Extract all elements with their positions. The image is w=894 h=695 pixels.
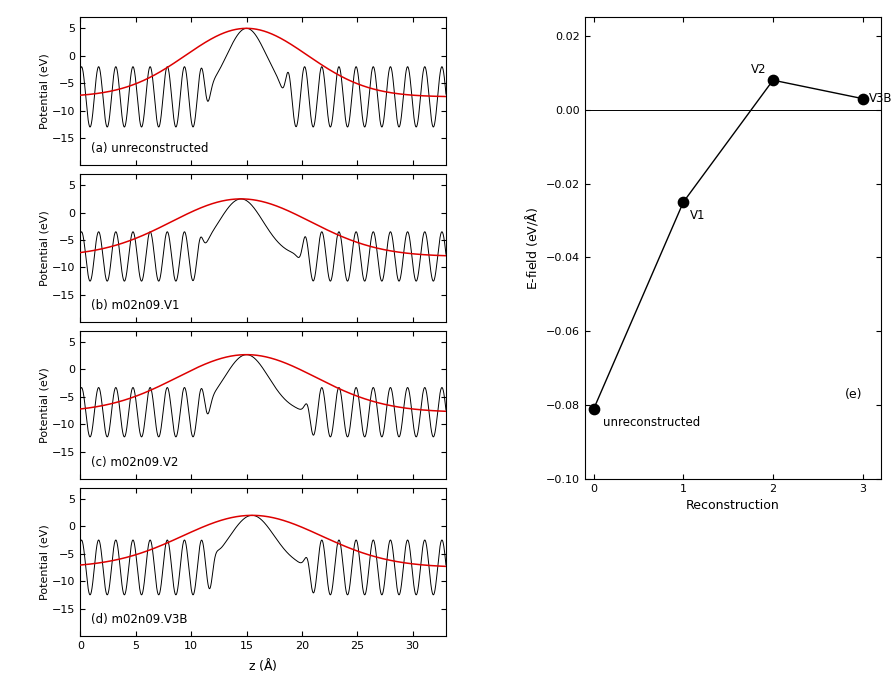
Text: (e): (e) [845,388,863,400]
Point [586,403,601,414]
Text: (b) m02n09.V1: (b) m02n09.V1 [91,299,180,312]
Y-axis label: Potential (eV): Potential (eV) [39,367,49,443]
Text: V3B: V3B [869,92,892,105]
Y-axis label: Potential (eV): Potential (eV) [39,524,49,600]
Y-axis label: E-field (eV/$\rm\AA$): E-field (eV/$\rm\AA$) [523,206,540,290]
Text: (a) unreconstructed: (a) unreconstructed [91,142,209,155]
Point [856,93,870,104]
X-axis label: Reconstruction: Reconstruction [686,500,780,512]
Text: unreconstructed: unreconstructed [603,416,700,430]
Text: V2: V2 [751,63,767,76]
Point [766,74,780,85]
X-axis label: z ($\rm\AA$): z ($\rm\AA$) [249,656,278,673]
Text: V1: V1 [689,209,705,222]
Y-axis label: Potential (eV): Potential (eV) [39,211,49,286]
Point [676,197,690,208]
Text: (d) m02n09.V3B: (d) m02n09.V3B [91,612,188,626]
Text: (c) m02n09.V2: (c) m02n09.V2 [91,456,179,468]
Y-axis label: Potential (eV): Potential (eV) [39,54,49,129]
